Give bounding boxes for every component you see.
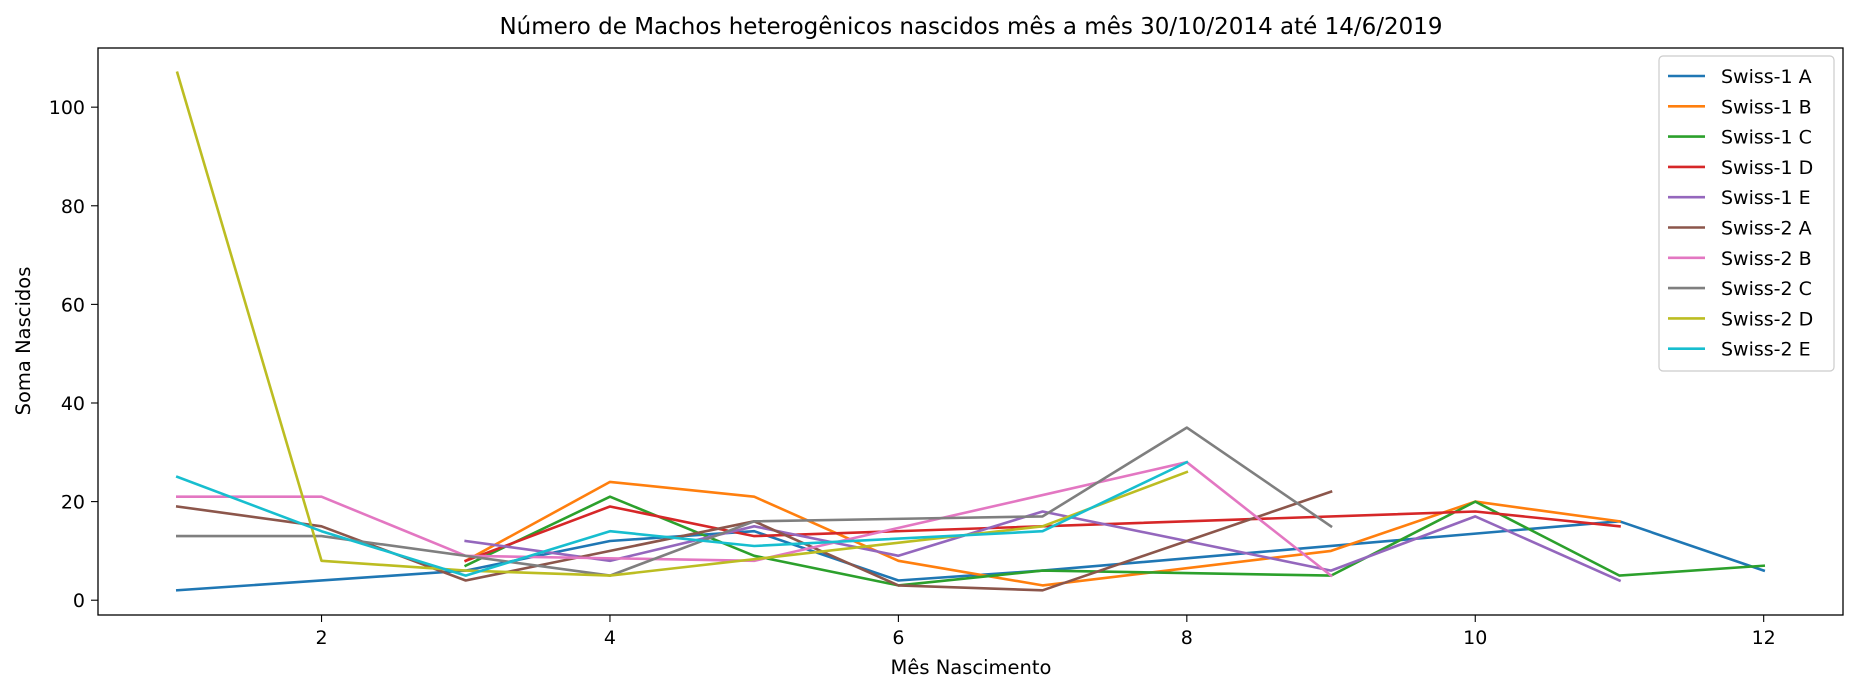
x-axis-label: Mês Nascimento (891, 656, 1052, 679)
x-tick-label: 12 (1752, 627, 1776, 649)
x-tick-label: 2 (315, 627, 327, 649)
legend-label: Swiss-1 C (1721, 127, 1812, 149)
chart-title: Número de Machos heterogênicos nascidos … (499, 14, 1442, 40)
y-axis: 0 20 40 60 80 100 (49, 97, 98, 612)
x-tick-label: 6 (892, 627, 904, 649)
series-line-9 (175, 460, 1189, 577)
legend-box (1658, 55, 1835, 372)
y-tick-label: 60 (61, 294, 85, 316)
series-line-8 (175, 71, 1189, 577)
legend-label: Swiss-1 D (1721, 157, 1813, 179)
legend-label: Swiss-1 B (1721, 96, 1812, 118)
legend-label: Swiss-1 E (1721, 187, 1811, 209)
legend-label: Swiss-1 A (1721, 66, 1812, 88)
series-line-3 (464, 505, 1621, 563)
y-tick-label: 40 (61, 393, 85, 415)
y-axis-label: Soma Nascidos (12, 267, 35, 416)
legend-label: Swiss-2 C (1721, 278, 1812, 300)
x-tick-label: 8 (1181, 627, 1193, 649)
legend-label: Swiss-2 D (1721, 308, 1813, 330)
legend-label: Swiss-2 A (1721, 218, 1812, 240)
series-line-0 (175, 520, 1766, 592)
y-tick-label: 100 (49, 97, 85, 119)
series-line-6 (176, 460, 1333, 578)
y-tick-label: 80 (61, 196, 85, 218)
y-tick-label: 0 (73, 590, 85, 612)
series-line-7 (176, 426, 1333, 577)
plot-frame (97, 47, 1844, 616)
series-line-1 (463, 480, 1621, 587)
legend-label: Swiss-2 B (1721, 248, 1812, 270)
series-lines (175, 71, 1766, 592)
legend-label: Swiss-2 E (1721, 339, 1811, 361)
y-tick-label: 20 (61, 492, 85, 514)
x-tick-label: 4 (604, 627, 616, 649)
x-axis: 2 4 6 8 10 12 (315, 615, 1776, 649)
legend: Swiss-1 A Swiss-1 B Swiss-1 C Swiss-1 D Swis… (1658, 55, 1835, 372)
x-tick-label: 10 (1463, 627, 1487, 649)
